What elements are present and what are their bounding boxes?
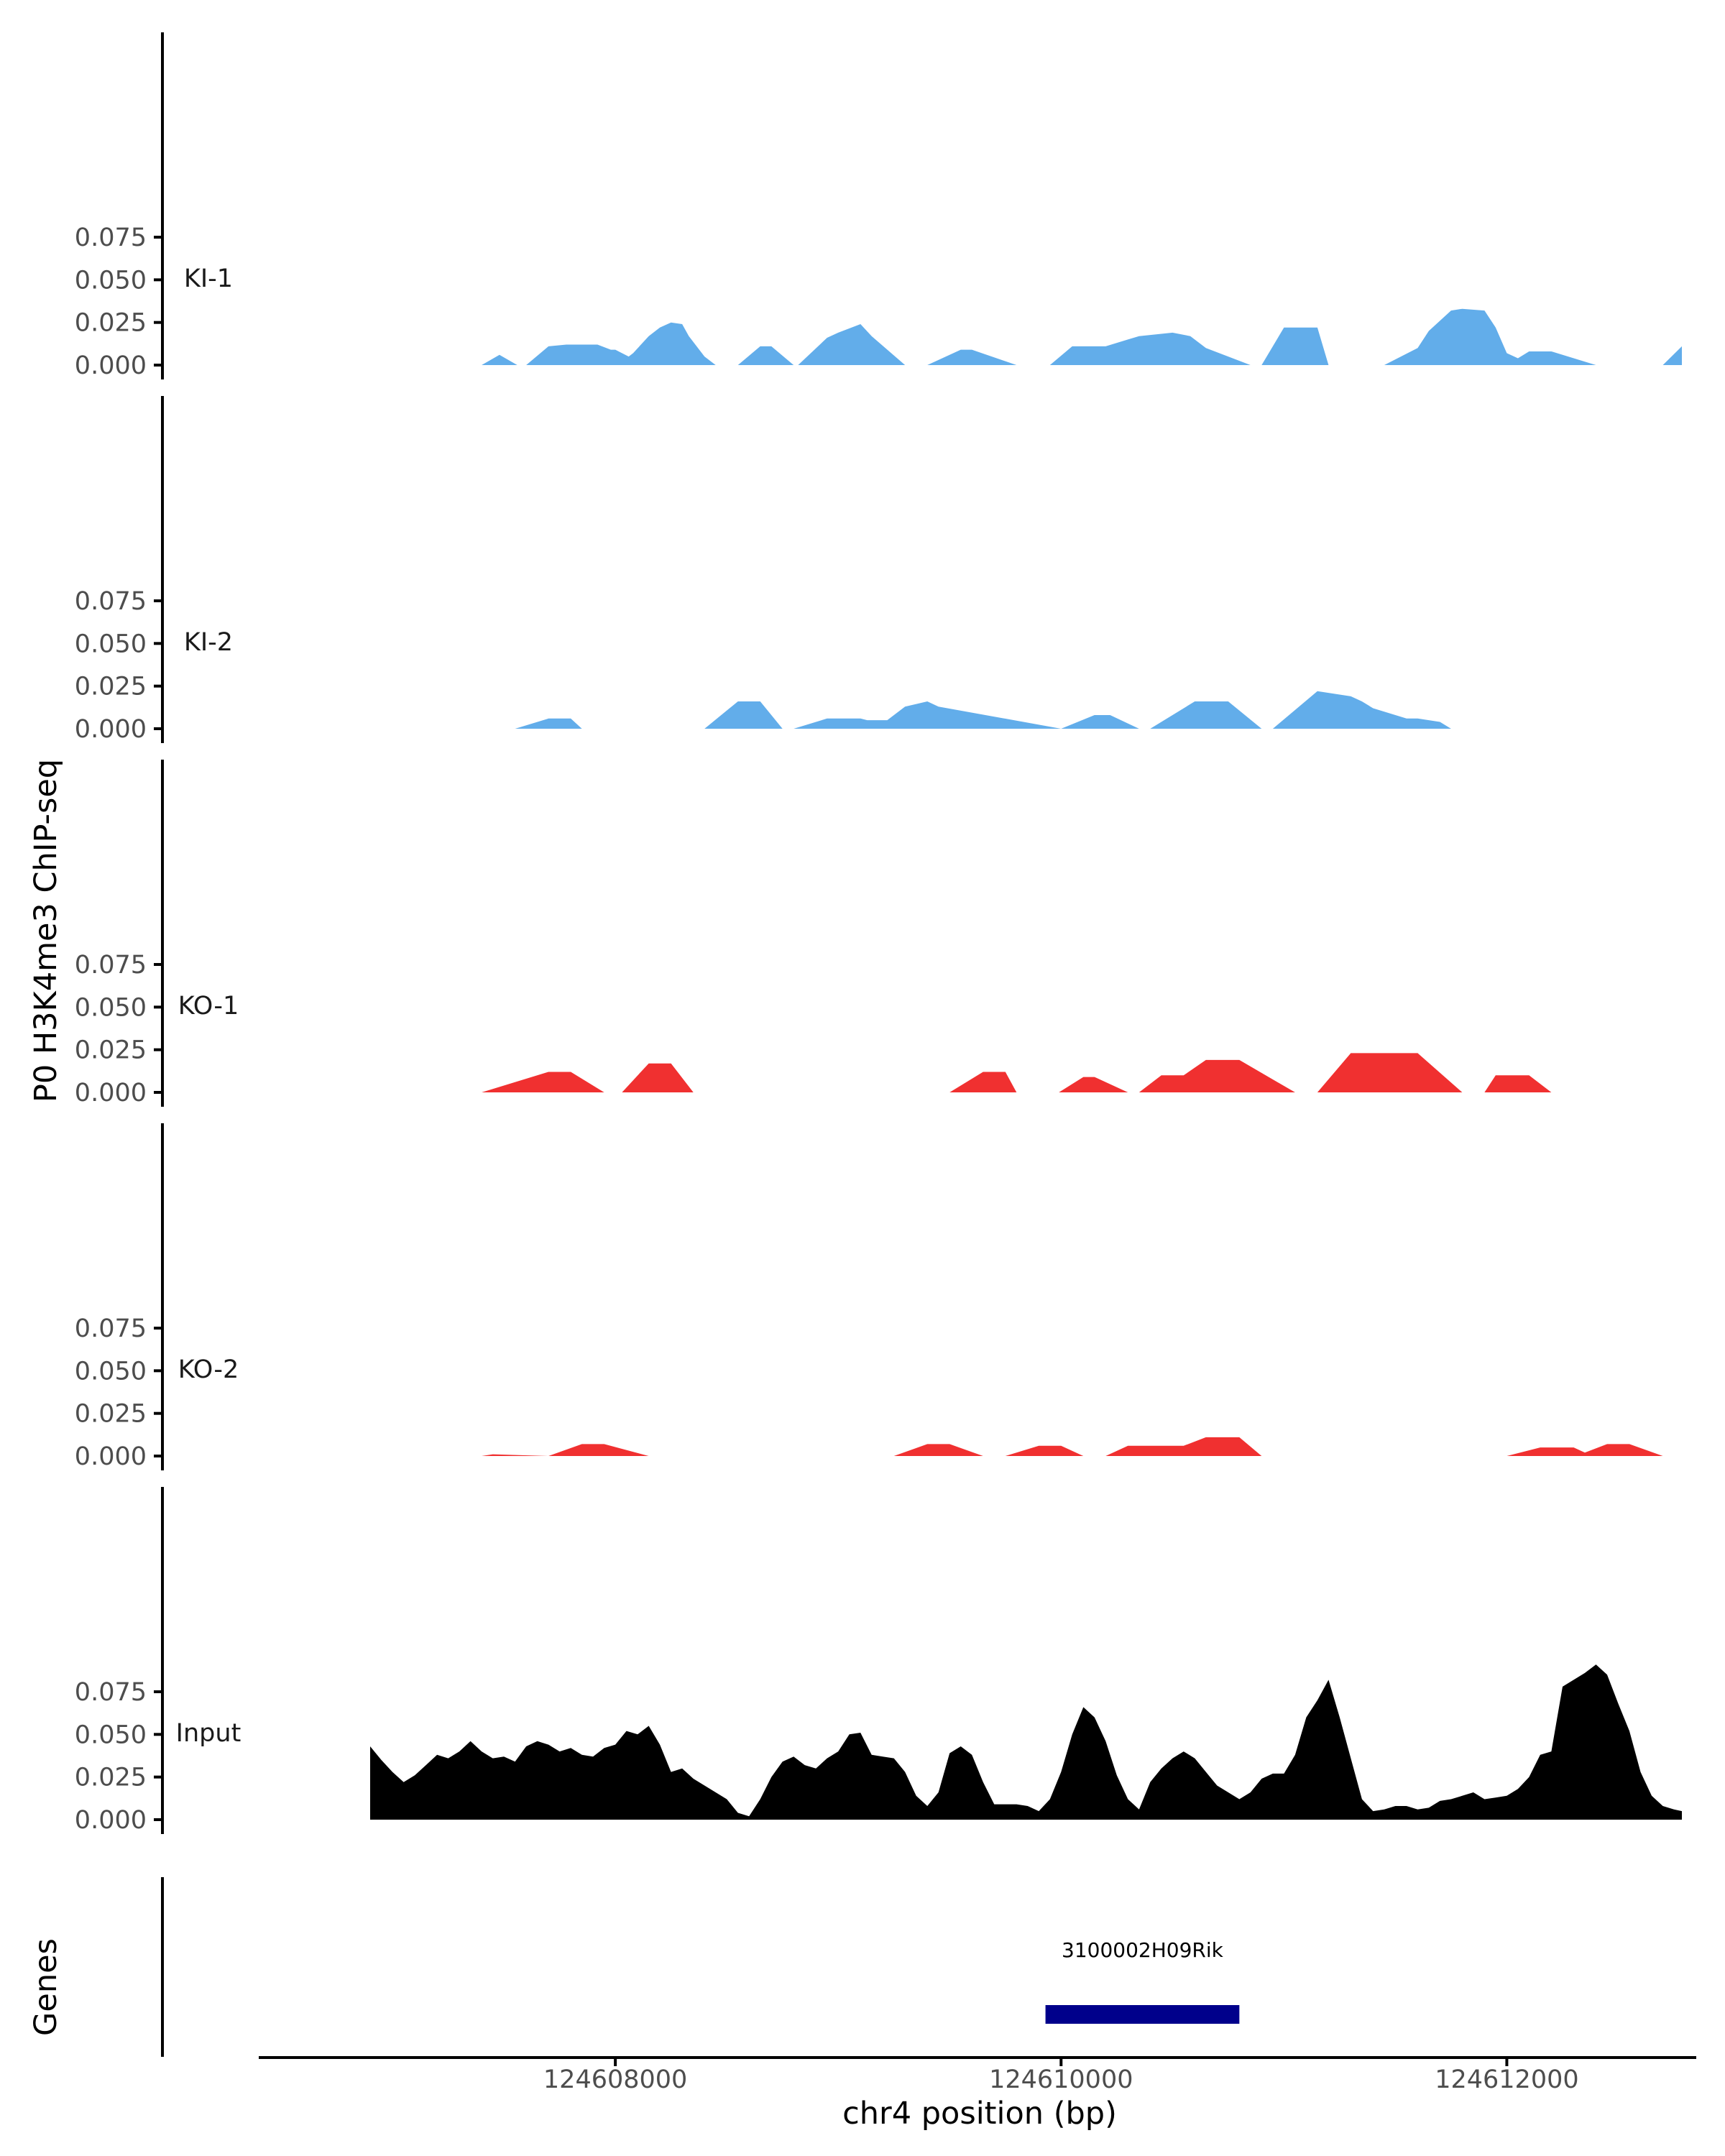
x-tick-label: 124608000 — [543, 2065, 687, 2094]
track-label-ki-2: KI-2 — [184, 628, 233, 657]
track-label-ki-1: KI-1 — [184, 264, 233, 293]
y-tick-label: 0.000 — [75, 1806, 147, 1835]
y-tick-label: 0.000 — [75, 1079, 147, 1107]
genes-panel: 3100002H09Rik — [161, 1877, 1240, 2057]
track-ki-1: 0.000 0.025 0.050 0.075 KI-1 — [75, 32, 1682, 380]
x-axis-title: chr4 position (bp) — [842, 2096, 1117, 2132]
y-tick-label: 0.000 — [75, 351, 147, 380]
signal-area-ki-2 — [515, 691, 1682, 729]
track-label-ko-1: KO-1 — [178, 992, 239, 1021]
y-tick-label: 0.025 — [75, 1036, 147, 1065]
y-tick-label: 0.000 — [75, 715, 147, 744]
y-tick-label: 0.050 — [75, 1357, 147, 1386]
x-axis: 124608000 124610000 124612000 — [259, 2056, 1696, 2094]
x-tick-label: 124612000 — [1435, 2065, 1578, 2094]
track-ki-2: 0.000 0.025 0.050 0.075 KI-2 — [75, 396, 1682, 744]
genes-axis-title: Genes — [28, 1938, 64, 2036]
gene-body-3100002h09rik — [1045, 2005, 1240, 2024]
y-tick-label: 0.025 — [75, 1764, 147, 1792]
y-tick-label: 0.000 — [75, 1442, 147, 1471]
track-label-input: Input — [176, 1719, 242, 1748]
y-tick-label: 0.025 — [75, 673, 147, 701]
signal-area-ko-1 — [482, 1053, 1574, 1092]
gene-name-label: 3100002H09Rik — [1062, 1938, 1224, 1962]
signal-area-ki-1 — [482, 308, 1682, 365]
track-ko-1: 0.000 0.025 0.050 0.075 KO-1 — [75, 760, 1574, 1107]
y-axis-title: P0 H3K4me3 ChIP-seq — [28, 759, 64, 1102]
y-tick-label: 0.050 — [75, 630, 147, 658]
y-tick-label: 0.075 — [75, 1314, 147, 1343]
y-tick-label: 0.050 — [75, 993, 147, 1022]
track-label-ko-2: KO-2 — [178, 1355, 239, 1384]
y-tick-label: 0.025 — [75, 1400, 147, 1429]
y-tick-label: 0.050 — [75, 266, 147, 295]
y-tick-label: 0.075 — [75, 587, 147, 616]
signal-area-input — [370, 1664, 1682, 1820]
track-ko-2: 0.000 0.025 0.050 0.075 KO-2 — [75, 1123, 1682, 1471]
tracks-layer: 0.0000.0250.0500.075KI-10.0000.0250.0500… — [75, 32, 1682, 1835]
y-tick-label: 0.075 — [75, 1678, 147, 1707]
track-input: 0.000 0.025 0.050 0.075 Input — [75, 1487, 1682, 1835]
y-tick-label: 0.025 — [75, 309, 147, 338]
x-tick-label: 124610000 — [989, 2065, 1133, 2094]
signal-area-ko-2 — [482, 1437, 1682, 1456]
y-tick-label: 0.075 — [75, 951, 147, 980]
y-tick-label: 0.075 — [75, 224, 147, 252]
y-tick-label: 0.050 — [75, 1720, 147, 1749]
